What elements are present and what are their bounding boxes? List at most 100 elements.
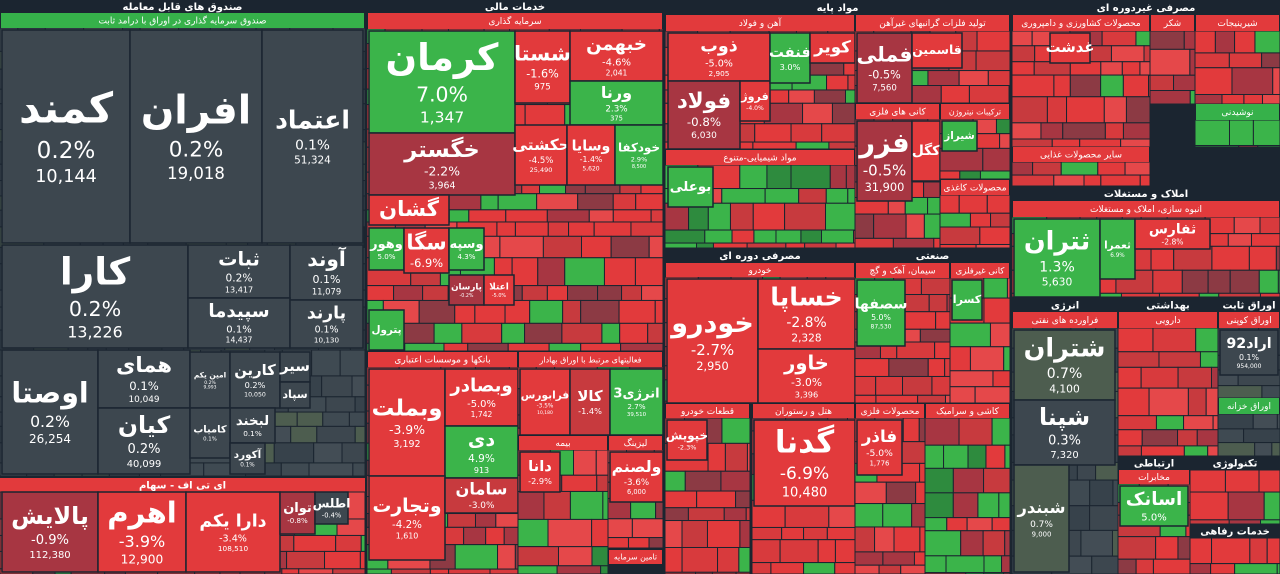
filler-tile xyxy=(854,564,880,574)
filler-tile xyxy=(567,285,599,301)
filler-tile xyxy=(939,147,984,172)
filler-tile xyxy=(524,322,563,344)
filler-tile xyxy=(1194,119,1230,146)
filler-tile xyxy=(546,285,569,301)
stock-name: سامان xyxy=(456,479,508,498)
section-header xyxy=(1151,15,1194,31)
filler-tile xyxy=(433,322,463,344)
stock-name: فاذر xyxy=(861,426,897,446)
stock-change: 0.7% xyxy=(1030,520,1053,530)
filler-tile xyxy=(952,492,979,519)
filler-tile xyxy=(664,490,698,509)
filler-tile xyxy=(1231,67,1274,96)
filler-tile xyxy=(1217,413,1254,430)
stock-volume: 39,510 xyxy=(627,412,647,418)
stock-change: 0.1% xyxy=(315,325,339,336)
filler-tile xyxy=(1258,469,1280,493)
filler-tile xyxy=(828,141,856,150)
filler-tile xyxy=(1189,519,1230,525)
filler-tile xyxy=(332,568,366,574)
stock-change: -3.4% xyxy=(219,533,247,544)
filler-tile xyxy=(825,202,856,231)
section-title: اوراق خزانه xyxy=(1227,402,1271,412)
filler-tile xyxy=(1008,85,1011,104)
filler-tile xyxy=(940,85,970,104)
stock-name: کگل xyxy=(912,142,941,159)
filler-tile xyxy=(1227,233,1252,247)
filler-tile xyxy=(1135,558,1154,574)
stock-tile xyxy=(856,120,913,202)
filler-tile xyxy=(404,342,445,352)
filler-tile xyxy=(1254,442,1273,457)
filler-tile xyxy=(960,530,984,557)
stock-tile xyxy=(941,120,978,152)
stock-tile xyxy=(368,30,516,134)
stock-tile xyxy=(667,166,714,208)
section-header xyxy=(519,352,662,367)
filler-tile xyxy=(770,562,805,574)
stock-name: دی xyxy=(468,429,495,451)
filler-tile xyxy=(443,342,469,352)
filler-tile xyxy=(847,188,856,204)
stock-volume: 3,192 xyxy=(393,439,420,450)
filler-tile xyxy=(919,328,951,343)
filler-tile xyxy=(569,490,604,520)
filler-tile xyxy=(1040,122,1064,140)
stock-change: 7.0% xyxy=(416,82,468,106)
filler-tile xyxy=(735,490,751,509)
stock-name: کیان xyxy=(118,411,171,439)
filler-tile xyxy=(976,30,1011,52)
stock-volume: 7,560 xyxy=(872,83,897,93)
stock-name: شیراز xyxy=(943,130,974,142)
filler-tile xyxy=(754,123,792,143)
filler-tile xyxy=(1189,90,1196,105)
filler-tile xyxy=(875,394,919,404)
stock-tile xyxy=(569,80,664,126)
stock-volume: 12,900 xyxy=(121,553,164,567)
section-title: صندوق سرمایه گذاری در اوراق با درامد ثاب… xyxy=(98,15,266,27)
stock-tile xyxy=(1013,464,1070,573)
filler-tile xyxy=(366,285,395,301)
filler-tile xyxy=(946,517,968,532)
filler-tile xyxy=(979,170,1011,180)
stock-change: -6.9% xyxy=(780,464,829,484)
stock-name: کارین xyxy=(234,362,276,379)
group-title: ارتباطی xyxy=(1134,459,1174,470)
section-header xyxy=(1219,312,1279,328)
filler-tile xyxy=(712,242,748,249)
stock-change: 0.1% xyxy=(295,138,330,154)
filler-tile xyxy=(1149,48,1191,76)
stock-volume: 112,380 xyxy=(29,550,70,561)
stock-change: 2.3% xyxy=(605,104,627,114)
group-header xyxy=(1218,298,1280,312)
filler-tile xyxy=(1011,61,1035,76)
filler-tile xyxy=(1194,52,1230,69)
filler-tile xyxy=(273,442,315,464)
stock-name: ذوب xyxy=(700,36,737,56)
section-header xyxy=(951,263,1009,278)
stock-volume: 108,510 xyxy=(218,544,249,553)
section-header xyxy=(609,550,662,564)
stock-tile xyxy=(187,297,291,349)
stock-name: شتران xyxy=(1024,334,1106,364)
filler-tile xyxy=(1211,537,1251,565)
filler-tile xyxy=(1217,442,1256,457)
filler-tile xyxy=(1217,428,1245,444)
filler-tile xyxy=(959,170,981,180)
filler-tile xyxy=(627,537,650,549)
filler-tile xyxy=(1158,292,1200,298)
filler-tile xyxy=(1112,479,1119,507)
group-header xyxy=(1012,298,1118,312)
filler-tile xyxy=(485,526,505,546)
filler-tile xyxy=(1149,30,1185,50)
filler-tile xyxy=(1135,30,1151,47)
stock-change: 0.2% xyxy=(30,412,70,431)
filler-tile xyxy=(607,518,633,539)
filler-tile xyxy=(650,209,664,223)
filler-tile xyxy=(721,417,751,444)
filler-tile xyxy=(1196,429,1219,447)
filler-tile xyxy=(1234,30,1256,54)
stock-volume: 87,530 xyxy=(871,323,892,330)
filler-tile xyxy=(1261,385,1280,399)
stock-change: 2.7% xyxy=(627,402,645,411)
